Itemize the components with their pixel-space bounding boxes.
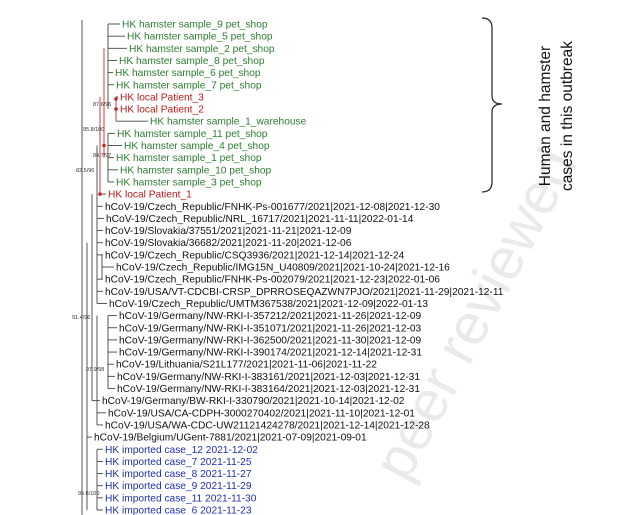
node-dot: [114, 97, 118, 101]
tip-label-reference: hCoV-19/Czech_Republic/FNHK-Ps-001677/20…: [105, 202, 440, 213]
tip-label-reference: hCoV-19/Germany/NW-RKI-I-383161/2021|202…: [117, 372, 420, 383]
tip-label-imported: HK imported case_11 2021-11-30: [105, 493, 257, 504]
tree-branches: [81, 20, 148, 515]
outbreak-annotation: Human and hamster cases in this outbreak: [537, 41, 576, 191]
tip-label-reference: hCoV-19/Czech_Republic/FNHK-Ps-002079/20…: [105, 275, 440, 286]
tip-label-reference: hCoV-19/Czech_Republic/NRL_16717/2021|20…: [106, 214, 414, 225]
tip-label-hamster: HK hamster sample_9 pet_shop: [122, 20, 268, 31]
tip-label-imported: HK imported case_12 2021-12-02: [105, 445, 258, 456]
annotation-line-1: Human and hamster: [537, 46, 554, 186]
tip-label-hamster: HK hamster sample_11 pet_shop: [117, 129, 268, 140]
tip-label-patient: HK local Patient_3: [120, 92, 204, 103]
tip-label-reference: hCoV-19/Germany/NW-RKI-I-383164/2021|202…: [117, 384, 420, 395]
tip-label-hamster: HK hamster sample_3 pet_shop: [116, 177, 262, 188]
tip-label-reference: hCoV-19/Lithuania/S21L177/2021|2021-11-0…: [116, 360, 377, 371]
support-value-node-c: 84.7/97: [93, 153, 111, 159]
tip-label-reference: hCoV-19/Czech_Republic/CSQ3936/2021|2021…: [105, 250, 405, 261]
tip-label-hamster: HK hamster sample_1_warehouse: [150, 117, 307, 128]
tip-label-imported: HK imported case_7 2021-11-25: [105, 457, 252, 468]
tip-label-reference: hCoV-19/Germany/BW-RKI-I-330790/2021|202…: [102, 396, 405, 407]
tip-label-patient: HK local Patient_2: [120, 105, 204, 116]
support-value-node-f: 97.9/98: [86, 367, 104, 373]
tip-label-reference: hCoV-19/Czech_Republic/IMG15N_U40809/202…: [116, 263, 450, 274]
node-dot: [114, 107, 118, 111]
support-value-node-a: 87.6/96: [93, 102, 111, 108]
support-value-node-b: 95.8/100: [83, 127, 104, 133]
tip-label-imported: HK imported case_8 2021-11-27: [105, 469, 252, 480]
tip-label-patient: HK local Patient_1: [108, 190, 192, 201]
tip-label-reference: hCoV-19/USA/CA-CDPH-3000270402/2021|2021…: [108, 408, 415, 419]
support-value-node-g: 95.6/100: [78, 491, 99, 497]
tip-label-imported: HK imported case_6 2021-11-23: [105, 506, 252, 515]
tip-label-reference: hCoV-19/Germany/NW-RKI-I-390174/2021|202…: [119, 348, 422, 359]
tip-label-hamster: HK hamster sample_7 pet_shop: [116, 80, 262, 91]
support-value-node-e: 91.4/96: [72, 315, 90, 321]
tip-label-hamster: HK hamster sample_8 pet_shop: [119, 56, 265, 67]
support-values: 87.6/96 95.8/100 84.7/97 82.5/96 91.4/96…: [72, 102, 111, 497]
support-value-node-d: 82.5/96: [76, 168, 94, 174]
tip-label-reference: hCoV-19/Germany/NW-RKI-I-357212/2021|202…: [119, 311, 422, 322]
tip-label-imported: HK imported case_9 2021-11-29: [105, 481, 252, 492]
tip-label-reference: hCoV-19/Belgium/UGent-7881/2021|2021-07-…: [94, 433, 367, 444]
tip-label-reference: hCoV-19/USA/VT-CDCBI-CRSP_DPRROSEQAZWN7P…: [105, 287, 504, 298]
outbreak-bracket: [481, 17, 503, 193]
tip-label-reference: hCoV-19/Czech_Republic/UMTM367538/2021|2…: [109, 299, 428, 310]
tip-label-hamster: HK hamster sample_1 pet_shop: [116, 153, 262, 164]
tip-label-hamster: HK hamster sample_6 pet_shop: [115, 68, 261, 79]
node-dot: [102, 143, 106, 148]
tip-label-hamster: HK hamster sample_10 pet_shop: [120, 165, 272, 176]
tip-label-reference: hCoV-19/Germany/NW-RKI-I-362500/2021|202…: [119, 335, 422, 346]
tip-label-reference: hCoV-19/Slovakia/36682/2021|2021-11-20|2…: [105, 238, 352, 249]
tip-label-hamster: HK hamster sample_4 pet_shop: [124, 141, 270, 152]
node-dot: [98, 192, 102, 196]
tip-label-reference: hCoV-19/USA/WA-CDC-UW21121424278/2021|20…: [105, 420, 430, 431]
tip-label-hamster: HK hamster sample_5 pet_shop: [127, 32, 273, 43]
annotation-line-2: cases in this outbreak: [559, 41, 576, 191]
tip-label-reference: hCoV-19/Germany/NW-RKI-I-351071/2021|202…: [119, 323, 422, 334]
tip-label-reference: hCoV-19/Slovakia/37551/2021|2021-11-21|2…: [105, 226, 352, 237]
tip-label-hamster: HK hamster sample_2 pet_shop: [129, 44, 275, 55]
